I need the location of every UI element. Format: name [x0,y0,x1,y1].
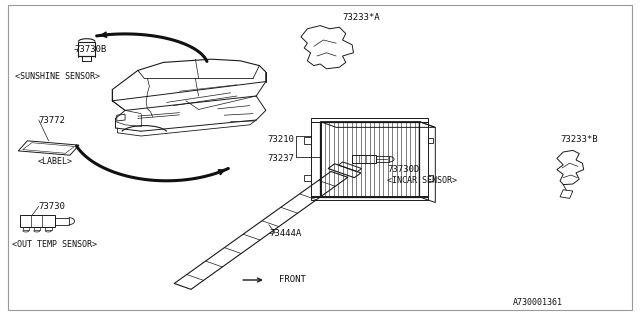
Bar [376,156,389,162]
Text: <LABEL>: <LABEL> [37,157,72,166]
Bar [20,215,54,227]
Text: 73233*B: 73233*B [560,135,598,144]
Bar [54,218,68,225]
Text: <SUNSHINE SENSOR>: <SUNSHINE SENSOR> [15,72,100,81]
Bar [419,122,428,197]
Bar [34,227,40,230]
Text: 73730B: 73730B [74,45,106,54]
Text: 73233*A: 73233*A [342,13,380,22]
Bar [352,155,376,163]
Text: 73730D: 73730D [387,165,420,174]
Bar [310,118,428,122]
Text: 73444A: 73444A [269,229,301,238]
Bar [45,227,51,230]
Bar [310,122,321,197]
Text: 73730: 73730 [38,202,65,211]
Text: <INCAR SENSOR>: <INCAR SENSOR> [387,176,458,185]
Bar [320,122,419,197]
Text: 73772: 73772 [38,116,65,124]
Bar [78,42,95,56]
Bar [82,56,91,61]
Text: 73237: 73237 [268,154,294,163]
Bar [23,227,29,230]
Text: <OUT TEMP SENSOR>: <OUT TEMP SENSOR> [12,240,97,249]
Text: A730001361: A730001361 [513,298,563,307]
Bar [310,196,428,200]
Text: 73210: 73210 [268,135,294,144]
Text: FRONT: FRONT [278,276,305,284]
